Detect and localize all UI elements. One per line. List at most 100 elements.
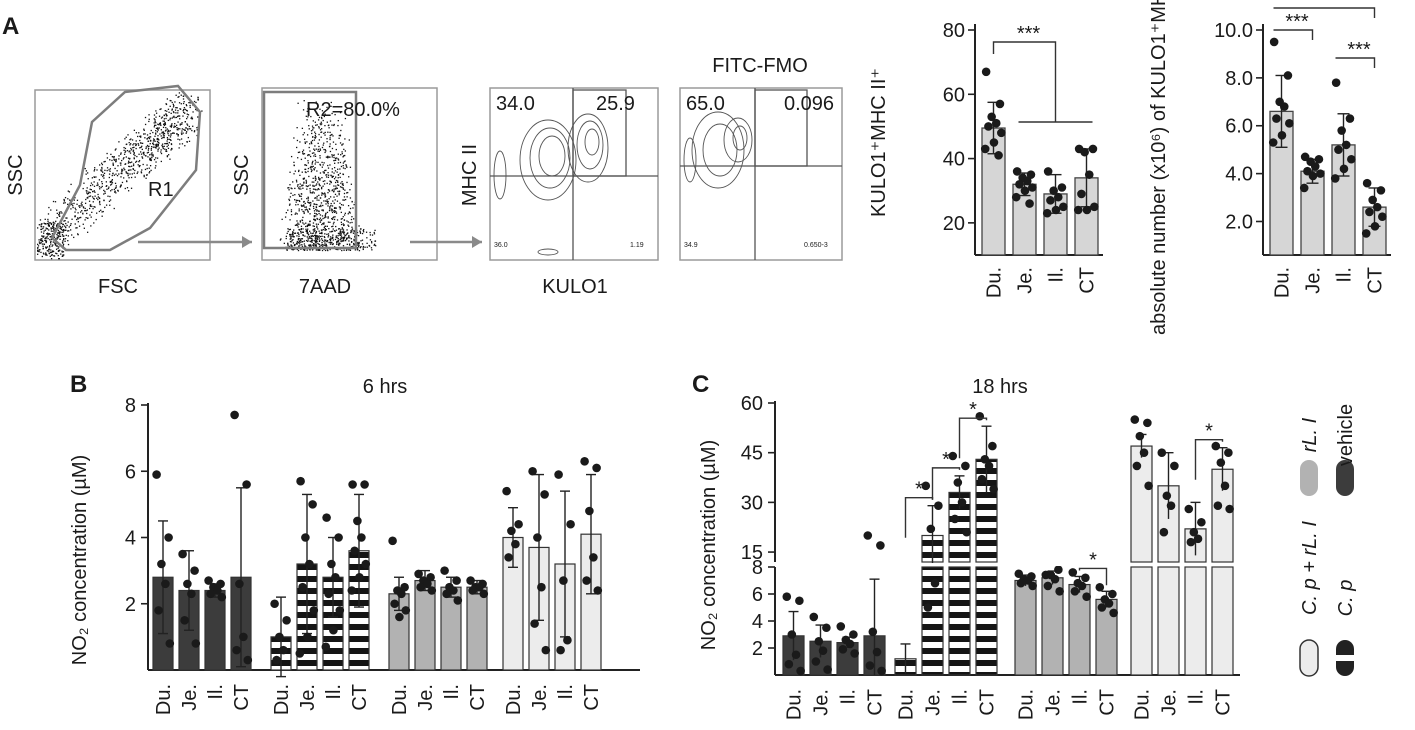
event (315, 241, 317, 243)
event (143, 174, 145, 177)
legend-swatch-rli (1300, 460, 1318, 496)
event (317, 161, 319, 164)
event (303, 249, 306, 252)
event (303, 248, 305, 251)
data-point (213, 586, 222, 595)
event (341, 217, 343, 220)
event (331, 171, 333, 173)
event (307, 170, 309, 173)
flow-frame (34, 89, 211, 261)
event (370, 240, 373, 243)
event (338, 228, 340, 230)
data-point (453, 596, 463, 605)
event (303, 212, 305, 215)
event (289, 238, 291, 240)
event (352, 207, 354, 209)
event (306, 197, 308, 200)
y-tick-label: 2 (752, 638, 763, 660)
event (73, 202, 75, 205)
data-point (863, 531, 873, 540)
event (79, 206, 81, 209)
y-tick-label: 6 (752, 584, 763, 606)
x-tick-label: Je. (297, 684, 319, 711)
event (146, 134, 149, 136)
event (184, 129, 186, 131)
event (321, 166, 323, 168)
event (316, 195, 318, 197)
event (305, 208, 308, 210)
event (313, 243, 315, 245)
event (351, 229, 353, 231)
event (312, 222, 315, 224)
event (56, 253, 58, 255)
event (329, 143, 331, 145)
event (46, 233, 48, 235)
event (369, 239, 372, 241)
event (325, 244, 327, 246)
x-tick-label: CT (1097, 689, 1119, 716)
data-point (466, 576, 475, 585)
event (318, 178, 320, 180)
event (49, 241, 52, 244)
data-point (1082, 592, 1091, 601)
event (141, 142, 144, 145)
event (113, 188, 115, 191)
event (167, 154, 170, 156)
event (166, 138, 169, 140)
event (347, 191, 349, 194)
data-point (1053, 192, 1063, 202)
event (129, 161, 131, 164)
bar (204, 589, 226, 671)
event (297, 157, 299, 159)
event (116, 174, 119, 177)
event (342, 162, 345, 164)
event (331, 208, 333, 210)
event (318, 116, 321, 119)
event (327, 203, 329, 205)
event (175, 112, 177, 114)
event (85, 198, 87, 201)
event (357, 248, 359, 251)
event (293, 229, 295, 231)
event (48, 248, 51, 250)
event (342, 232, 345, 234)
event (322, 204, 324, 207)
panel-label-c: C (692, 371, 709, 398)
event (325, 239, 327, 241)
event (157, 129, 159, 131)
data-point (1216, 458, 1226, 467)
event (181, 122, 183, 124)
event (107, 195, 109, 197)
event (160, 149, 162, 151)
event (52, 200, 55, 203)
event (133, 157, 135, 159)
event (313, 245, 315, 247)
event (316, 108, 318, 110)
event (293, 173, 295, 175)
event (95, 218, 97, 221)
event (137, 144, 140, 146)
gate-r2-label: R2=80.0% (306, 99, 400, 121)
event (130, 176, 133, 179)
event (157, 128, 159, 131)
data-point (355, 572, 364, 582)
event (302, 152, 304, 154)
event (114, 187, 117, 189)
data-point (1372, 202, 1382, 212)
event (320, 202, 323, 204)
event (98, 186, 101, 188)
event (329, 207, 331, 209)
event (324, 151, 326, 154)
event (348, 225, 350, 227)
event (43, 243, 46, 246)
data-point (324, 589, 333, 599)
event (331, 154, 333, 156)
event (138, 153, 140, 155)
event (157, 143, 160, 146)
event (342, 240, 344, 242)
event (57, 222, 59, 225)
event (334, 181, 337, 184)
event (70, 208, 72, 210)
data-point (206, 589, 215, 599)
event (160, 108, 162, 110)
